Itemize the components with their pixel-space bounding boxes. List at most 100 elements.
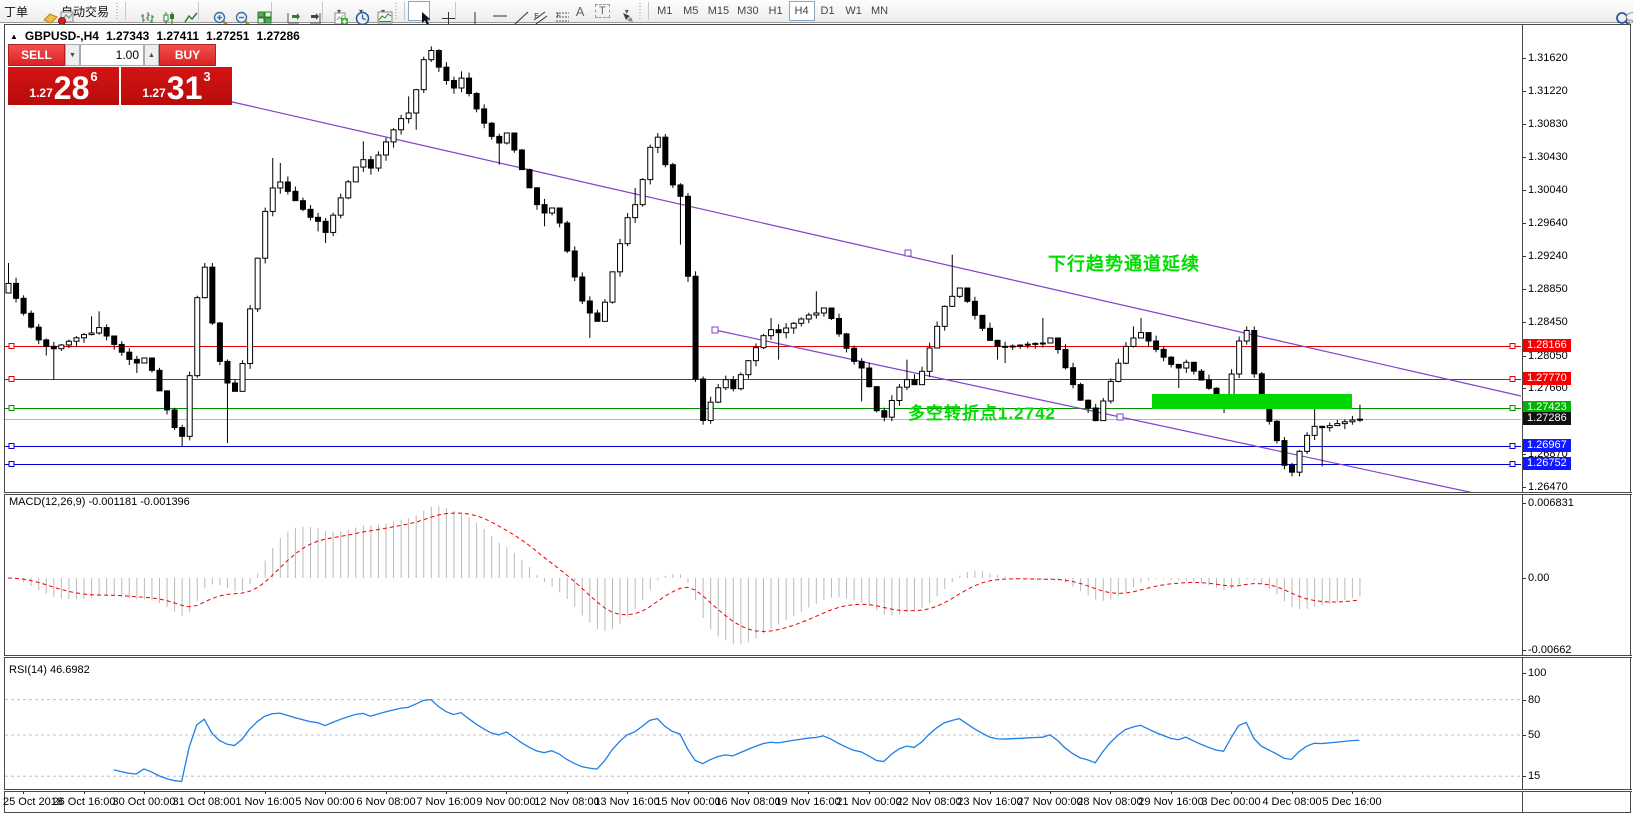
timeframe-label: M5 [683, 5, 699, 17]
price-axis-border [1522, 24, 1523, 813]
date-axis-label: 27 Nov 00:00 [1017, 796, 1083, 808]
autotrading-button[interactable]: 自动交易 [54, 1, 113, 25]
ask-price-box[interactable]: 1.27 31 3 [121, 67, 232, 105]
macd-axis-label: 0.006831 [1528, 497, 1574, 509]
buy-button[interactable]: BUY [159, 44, 216, 66]
pane-divider[interactable] [4, 655, 1632, 658]
price-level-badge: 1.26752 [1523, 457, 1571, 470]
time-axis-tick-mark [1352, 791, 1353, 794]
price-level-badge: 1.26967 [1523, 439, 1571, 452]
fibonacci-button[interactable]: F [547, 1, 570, 22]
line-handle[interactable] [8, 343, 15, 349]
line-handle[interactable] [8, 461, 15, 467]
date-axis-label: 19 Nov 16:00 [775, 796, 841, 808]
fibo-sub-label: F [556, 13, 561, 20]
ask-prefix: 1.27 [142, 86, 166, 100]
text-button[interactable]: A [569, 1, 591, 21]
macd-axis-label: -0.00662 [1528, 644, 1572, 656]
timeframe-label: W1 [845, 5, 862, 17]
chart-shift-button[interactable] [297, 1, 322, 24]
timeframe-w1-button[interactable]: W1 [841, 1, 867, 21]
bid-pip: 6 [90, 69, 98, 84]
chart-header: ▲ GBPUSD-,H4 1.27343 1.27411 1.27251 1.2… [10, 29, 300, 43]
cursor-button[interactable] [408, 1, 431, 25]
timeframe-d1-button[interactable]: D1 [815, 1, 841, 21]
price-axis-tick-mark [1522, 91, 1526, 92]
crosshair-button[interactable] [430, 1, 456, 25]
order-label-button[interactable]: 丁单 [0, 1, 32, 21]
pane-divider [4, 789, 1632, 792]
time-axis-tick-mark [84, 791, 85, 794]
volume-increase-stepper[interactable]: ▲ [144, 44, 159, 66]
periods-button[interactable]: ▾ [348, 1, 370, 26]
timeframe-m1-button[interactable]: M1 [652, 1, 678, 21]
timeframe-h4-button[interactable]: H4 [788, 1, 815, 21]
line-handle[interactable] [8, 376, 15, 382]
annotation-trend-channel[interactable]: 下行趋势通道延续 [1048, 254, 1200, 274]
sell-button[interactable]: SELL [8, 44, 65, 66]
equidistant-channel-button[interactable]: E [525, 1, 548, 25]
price-axis-label: 1.29240 [1528, 250, 1568, 262]
current-price-badge: 1.27286 [1523, 412, 1571, 425]
macd-axis-tick-mark [1522, 503, 1526, 504]
time-axis-tick-mark [204, 791, 205, 794]
trendline-handle[interactable] [711, 326, 719, 334]
timeframe-m5-button[interactable]: M5 [678, 1, 704, 21]
horizontal-line-button[interactable] [481, 1, 508, 21]
time-axis-tick-mark [748, 791, 749, 794]
new-chart-button[interactable]: ▾ [326, 1, 349, 25]
timeframe-m15-button[interactable]: M15 [704, 1, 733, 21]
collapse-arrow-icon[interactable]: ▲ [10, 31, 18, 41]
line-handle[interactable] [1509, 376, 1516, 382]
time-axis-tick-mark [386, 791, 387, 794]
order-book-button[interactable] [32, 1, 58, 24]
pane-divider[interactable] [4, 492, 1632, 495]
templates-button[interactable]: ▾ [370, 1, 393, 24]
order-label: 丁单 [4, 4, 29, 19]
ask-main: 31 [166, 70, 203, 106]
bid-price-box[interactable]: 1.27 28 6 [8, 67, 119, 105]
date-axis-label: 25 Oct 2018 [3, 796, 63, 808]
timeframe-mn-button[interactable]: MN [867, 1, 893, 21]
trendline-handle[interactable] [1116, 413, 1124, 421]
line-handle[interactable] [1509, 343, 1516, 349]
rsi-line [113, 698, 1360, 783]
rsi-axis-label: 80 [1528, 694, 1541, 706]
vertical-line-button[interactable] [459, 1, 481, 25]
rsi-axis-tick-mark [1522, 776, 1526, 777]
candlestick-chart-button[interactable] [151, 1, 175, 24]
arrows-button[interactable]: ▾ [614, 1, 636, 22]
trend-channel-line[interactable] [227, 100, 1522, 397]
date-axis-label: 5 Dec 16:00 [1322, 796, 1382, 808]
bar-chart-button[interactable] [129, 1, 155, 23]
rsi-axis-tick-mark [1522, 700, 1526, 701]
timeframe-h1-button[interactable]: H1 [763, 1, 789, 21]
time-axis-tick-mark [990, 791, 991, 794]
price-axis-tick-mark [1522, 124, 1526, 125]
highlight-rectangle[interactable] [1152, 394, 1352, 409]
trendline-button[interactable] [503, 1, 529, 25]
price-axis-tick-mark [1522, 487, 1526, 488]
volume-decrease-stepper[interactable]: ▼ [65, 44, 80, 66]
volume-input[interactable] [80, 44, 144, 66]
line-handle[interactable] [8, 443, 15, 449]
line-handle[interactable] [1509, 443, 1516, 449]
annotation-pivot-point[interactable]: 多空转折点1.2742 [908, 404, 1056, 423]
label-tool-label: T [595, 4, 610, 18]
macd-axis-tick-mark [1522, 650, 1526, 651]
toolbar-separator [271, 2, 273, 20]
timeframe-m30-button[interactable]: M30 [733, 1, 762, 21]
line-handle[interactable] [1509, 405, 1516, 411]
symbol-period-label: GBPUSD-,H4 [24, 29, 99, 43]
time-axis-tick-mark [567, 791, 568, 794]
zoom-in-button[interactable] [202, 1, 229, 27]
text-label-button[interactable]: T [591, 1, 614, 21]
ohlc-high: 1.27411 [156, 29, 200, 43]
line-chart-button[interactable] [173, 1, 198, 23]
tile-windows-button[interactable] [246, 1, 272, 24]
line-handle[interactable] [1509, 461, 1516, 467]
line-handle[interactable] [8, 405, 15, 411]
trendline-handle[interactable] [904, 249, 912, 257]
toolbar-grip [637, 3, 643, 19]
auto-scroll-button[interactable] [275, 1, 301, 24]
